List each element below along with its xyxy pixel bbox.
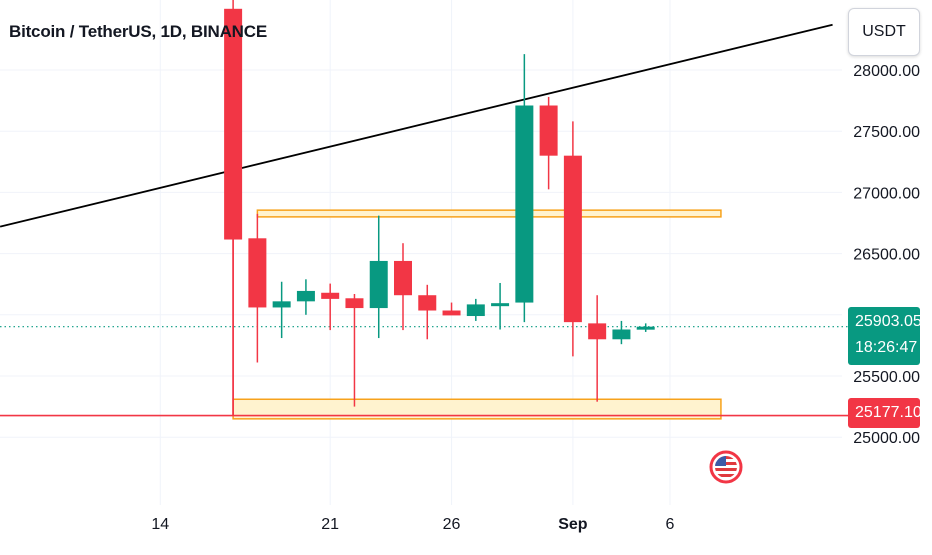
- candle-body: [369, 260, 388, 309]
- x-tick-label: 6: [666, 516, 675, 533]
- y-tick-label: 27000.00: [853, 185, 920, 202]
- candle-body: [321, 292, 340, 299]
- candle-up: [369, 215, 388, 339]
- candle-up: [612, 320, 631, 345]
- candle-up: [466, 298, 485, 321]
- candle-body: [612, 329, 631, 340]
- candles: [224, 0, 655, 416]
- symbol-legend-title[interactable]: Bitcoin / TetherUS, 1D, BINANCE: [9, 22, 267, 41]
- candle-down: [248, 213, 267, 363]
- grid: [0, 0, 842, 505]
- candle-down: [539, 96, 558, 190]
- trendline-layer[interactable]: [0, 23, 833, 228]
- zones: [232, 209, 722, 420]
- candle-down: [224, 0, 243, 416]
- x-tick-label: Sep: [558, 516, 588, 533]
- candle-body: [466, 304, 485, 317]
- level-price-tag: 25177.10: [848, 398, 922, 428]
- candle-up: [636, 323, 655, 332]
- candle-down: [321, 283, 340, 331]
- levels: [0, 239, 848, 417]
- x-tick-label: 14: [151, 516, 169, 533]
- candle-up: [296, 279, 315, 315]
- trendline[interactable]: [0, 23, 833, 228]
- candle-down: [442, 302, 461, 316]
- candle-body: [563, 155, 582, 323]
- x-tick-label: 21: [321, 516, 339, 533]
- candle-body: [248, 238, 267, 308]
- y-tick-label: 26500.00: [853, 247, 920, 264]
- axes: 25000.0025500.0026000.0026500.0027000.00…: [151, 63, 920, 533]
- candle-down: [394, 243, 412, 331]
- candle-down: [345, 293, 364, 407]
- us-flag-icon: [709, 450, 743, 484]
- zone-rectangle[interactable]: [256, 209, 722, 218]
- candle-body: [345, 298, 364, 309]
- candle-body: [418, 295, 437, 311]
- last-price-tag: 25903.05 18:26:47: [848, 307, 922, 365]
- candle-body: [272, 301, 291, 308]
- candle-down: [418, 284, 437, 340]
- y-tick-label: 27500.00: [853, 124, 920, 141]
- candle-body: [224, 8, 243, 240]
- candle-up: [272, 281, 291, 339]
- candle-down: [588, 295, 607, 402]
- candle-body: [588, 323, 607, 340]
- candle-up: [491, 282, 510, 330]
- bar-countdown-label: 18:26:47: [855, 339, 918, 356]
- y-tick-label: 25500.00: [853, 369, 920, 386]
- candle-body: [296, 290, 315, 302]
- last-price-label: 25903.05: [855, 313, 922, 330]
- candle-down: [563, 121, 582, 357]
- candle-up: [515, 54, 534, 323]
- y-tick-label: 28000.00: [853, 63, 920, 80]
- us-flag-event-icon[interactable]: [709, 446, 743, 488]
- candle-body: [636, 326, 655, 330]
- x-tick-label: 26: [443, 516, 461, 533]
- candle-body: [394, 260, 412, 296]
- candle-body: [442, 310, 461, 316]
- y-tick-label: 25000.00: [853, 430, 920, 447]
- currency-button[interactable]: USDT: [848, 8, 920, 56]
- candle-body: [491, 303, 510, 307]
- candle-body: [539, 105, 558, 156]
- candle-body: [515, 105, 534, 303]
